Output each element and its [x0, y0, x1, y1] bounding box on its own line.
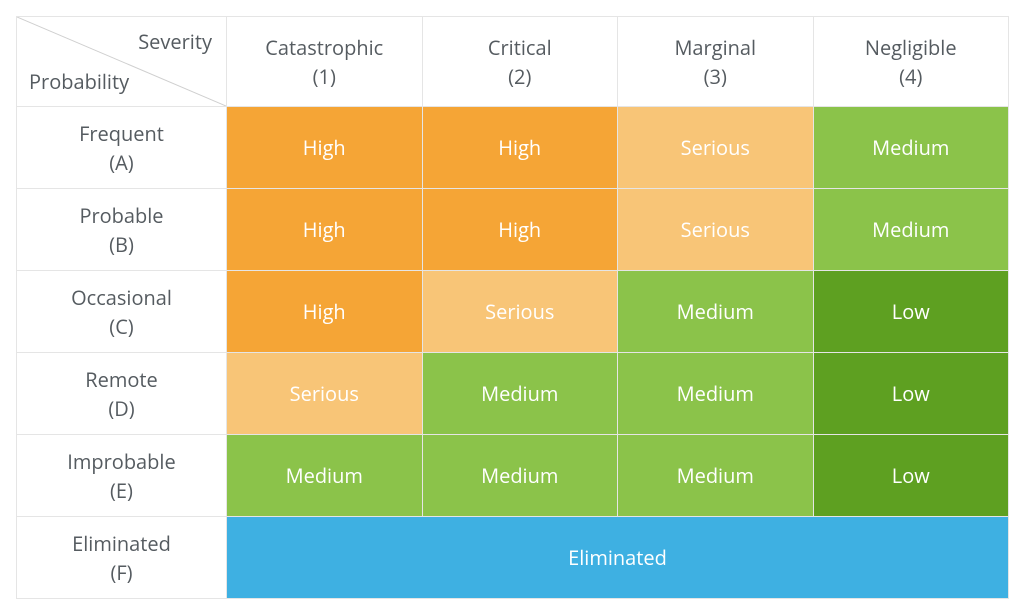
risk-cell: High [422, 107, 618, 189]
risk-cell: High [227, 271, 423, 353]
row-name: Improbable [67, 448, 175, 475]
row-header-eliminated: Eliminated (F) [17, 517, 227, 599]
row-code: (D) [108, 395, 134, 422]
row-header-frequent: Frequent (A) [17, 107, 227, 189]
risk-cell: Medium [813, 189, 1009, 271]
row-header-probable: Probable (B) [17, 189, 227, 271]
col-code: (3) [704, 63, 727, 90]
col-name: Marginal [674, 34, 756, 61]
axis-corner-cell: Severity Probability [17, 17, 227, 107]
risk-cell: Medium [618, 353, 814, 435]
col-code: (2) [508, 63, 531, 90]
col-header-negligible: Negligible (4) [813, 17, 1009, 107]
risk-row-eliminated: Eliminated (F) Eliminated [17, 517, 1009, 599]
row-code: (F) [110, 559, 132, 586]
risk-cell: Serious [618, 189, 814, 271]
col-code: (4) [899, 63, 922, 90]
risk-row-frequent: Frequent (A) High High Serious Medium [17, 107, 1009, 189]
risk-cell: Serious [227, 353, 423, 435]
probability-axis-label: Probability [29, 67, 129, 96]
row-code: (E) [110, 477, 133, 504]
col-header-catastrophic: Catastrophic (1) [227, 17, 423, 107]
risk-cell: High [227, 189, 423, 271]
risk-cell: Medium [422, 435, 618, 517]
row-code: (B) [109, 231, 134, 258]
severity-header-row: Severity Probability Catastrophic (1) Cr… [17, 17, 1009, 107]
risk-row-occasional: Occasional (C) High Serious Medium Low [17, 271, 1009, 353]
row-header-improbable: Improbable (E) [17, 435, 227, 517]
risk-cell: Low [813, 271, 1009, 353]
row-code: (C) [109, 313, 133, 340]
risk-cell: Medium [227, 435, 423, 517]
risk-cell: Medium [813, 107, 1009, 189]
risk-cell: Medium [422, 353, 618, 435]
row-header-occasional: Occasional (C) [17, 271, 227, 353]
row-name: Frequent [79, 120, 164, 147]
risk-cell: Serious [618, 107, 814, 189]
risk-cell: High [227, 107, 423, 189]
col-header-critical: Critical (2) [422, 17, 618, 107]
risk-matrix: Severity Probability Catastrophic (1) Cr… [16, 16, 1009, 599]
risk-cell: Low [813, 435, 1009, 517]
risk-row-remote: Remote (D) Serious Medium Medium Low [17, 353, 1009, 435]
severity-axis-label: Severity [138, 27, 212, 56]
risk-row-probable: Probable (B) High High Serious Medium [17, 189, 1009, 271]
risk-cell: Low [813, 353, 1009, 435]
row-name: Eliminated [72, 530, 171, 557]
risk-cell: Serious [422, 271, 618, 353]
col-header-marginal: Marginal (3) [618, 17, 814, 107]
risk-row-improbable: Improbable (E) Medium Medium Medium Low [17, 435, 1009, 517]
col-name: Catastrophic [265, 34, 383, 61]
row-name: Probable [79, 202, 163, 229]
col-name: Critical [488, 34, 552, 61]
eliminated-cell: Eliminated [227, 517, 1009, 599]
risk-cell: High [422, 189, 618, 271]
row-name: Occasional [71, 284, 172, 311]
row-code: (A) [109, 149, 133, 176]
risk-cell: Medium [618, 435, 814, 517]
risk-cell: Medium [618, 271, 814, 353]
row-header-remote: Remote (D) [17, 353, 227, 435]
row-name: Remote [85, 366, 157, 393]
col-code: (1) [313, 63, 336, 90]
col-name: Negligible [865, 34, 957, 61]
